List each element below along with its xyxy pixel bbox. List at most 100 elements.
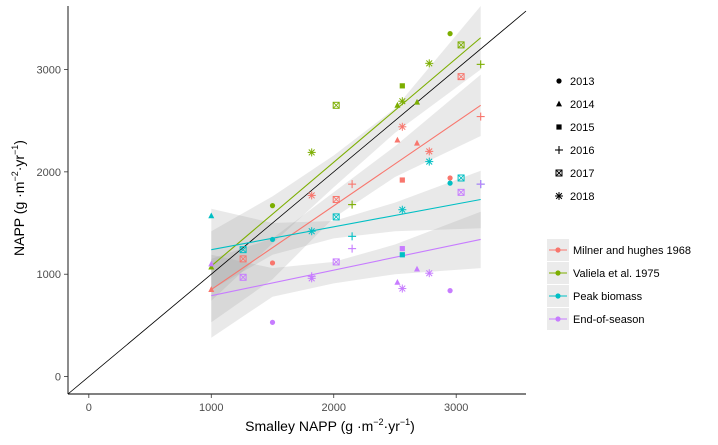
fit-line-3: [211, 238, 481, 297]
data-point-1-2: [208, 263, 215, 270]
data-point-0-6: [348, 180, 357, 189]
data-point-1-7: [476, 60, 485, 69]
data-point-2-7: [332, 213, 340, 221]
data-point-2-3: [399, 252, 405, 258]
legend-label-2015: 2015: [570, 122, 594, 134]
data-point-2-9: [307, 227, 316, 236]
data-point-0-2: [208, 286, 215, 292]
legend-label-2016: 2016: [570, 145, 594, 157]
confidence-band-2: [211, 170, 481, 290]
data-point-3-13: [398, 284, 407, 293]
one-to-one-line: [67, 10, 527, 395]
regression-fit-lines: [210, 37, 482, 297]
data-point-1-4: [414, 98, 421, 105]
data-point-1-9: [457, 41, 465, 49]
data-point-1-12: [425, 59, 434, 68]
y-tick-label-2000: 2000: [37, 167, 61, 179]
data-point-1-1: [447, 31, 453, 37]
data-point-3-7: [348, 244, 357, 253]
data-point-3-12: [307, 274, 316, 283]
legend-key-dot-2: [555, 293, 561, 299]
y-axis-title: NAPP (g ·m−2·yr−1): [10, 140, 27, 256]
x-tick-label-2000: 2000: [321, 402, 345, 414]
fit-line-0: [210, 104, 482, 291]
legend-label-2: Peak biomass: [573, 291, 643, 303]
data-point-3-8: [476, 180, 485, 189]
data-point-0-1: [447, 175, 453, 181]
tick-labels: 0 1000 2000 3000 0 1000 2000 3000: [37, 64, 469, 414]
data-point-3-1: [447, 288, 453, 294]
legend-key-2017: [555, 169, 563, 177]
data-point-3-3: [394, 279, 401, 285]
legend-key-2013: [556, 78, 562, 84]
data-point-1-5: [399, 83, 405, 89]
x-tick-label-0: 0: [86, 402, 92, 414]
data-point-3-14: [425, 269, 434, 278]
y-tick-label-3000: 3000: [37, 64, 61, 76]
data-point-0-12: [398, 122, 407, 131]
data-point-2-0: [269, 236, 276, 243]
data-point-3-2: [208, 260, 215, 267]
confidence-band-0: [211, 74, 481, 323]
legend-key-2016: [555, 146, 563, 154]
data-point-3-5: [399, 246, 405, 252]
legend-label-0: Milner and hughes 1968: [573, 245, 691, 257]
data-point-0-0: [269, 260, 276, 266]
data-point-3-9: [239, 273, 247, 281]
x-tick-label-1000: 1000: [199, 402, 223, 414]
confidence-band-1: [211, 6, 481, 301]
data-point-3-10: [332, 258, 340, 266]
data-point-0-10: [457, 73, 465, 81]
data-point-1-10: [307, 148, 316, 157]
data-point-1-6: [348, 200, 357, 209]
data-point-2-6: [239, 246, 247, 254]
axes: [64, 6, 526, 398]
legend-label-3: End-of-season: [573, 314, 645, 326]
confidence-bands: [211, 6, 481, 338]
legend-key-dot-3: [555, 316, 561, 322]
data-point-0-3: [394, 136, 401, 143]
data-point-1-0: [269, 203, 276, 209]
x-tick-label-3000: 3000: [444, 402, 468, 414]
fit-line-2: [211, 198, 481, 251]
data-point-2-8: [457, 174, 465, 182]
data-point-3-0: [269, 319, 276, 325]
data-point-0-11: [307, 191, 316, 200]
legend-key-2018: [555, 192, 563, 200]
legend-label-2018: 2018: [570, 191, 594, 203]
one-to-one-reference-line: [67, 10, 527, 395]
data-point-0-7: [476, 112, 485, 121]
data-point-3-4: [414, 265, 421, 272]
data-point-1-8: [332, 101, 340, 109]
data-point-2-4: [348, 232, 357, 241]
legend-key-dot-1: [555, 270, 561, 276]
data-point-0-8: [239, 255, 247, 263]
data-point-1-3: [394, 101, 401, 108]
data-point-3-11: [457, 188, 465, 196]
year-shape-legend: 2013 2014 2015 2016 2017 2018: [555, 76, 594, 203]
data-point-0-13: [425, 147, 434, 156]
legend-key-2014: [556, 100, 562, 107]
legend-label-2014: 2014: [570, 99, 594, 111]
legend-label-1: Valiela et al. 1975: [573, 268, 660, 280]
data-point-2-1: [447, 180, 453, 186]
y-tick-label-0: 0: [55, 372, 61, 384]
data-points: [208, 31, 485, 325]
data-point-0-9: [332, 195, 340, 203]
fit-line-1: [210, 37, 482, 267]
data-point-0-5: [399, 177, 405, 183]
data-point-1-11: [398, 97, 407, 106]
data-point-0-4: [414, 139, 421, 146]
legend-key-dot-0: [555, 247, 561, 253]
method-color-legend: Milner and hughes 1968 Valiela et al. 197…: [547, 239, 691, 330]
legend-label-2013: 2013: [570, 76, 594, 88]
legend-key-2015: [556, 124, 562, 130]
y-tick-label-1000: 1000: [37, 269, 61, 281]
data-point-2-11: [425, 157, 434, 166]
data-point-2-10: [398, 205, 407, 214]
data-point-2-2: [208, 212, 215, 219]
x-axis-title: Smalley NAPP (g ·m−2·yr−1): [245, 417, 415, 434]
legend-label-2017: 2017: [570, 168, 594, 180]
confidence-band-3: [211, 211, 481, 338]
